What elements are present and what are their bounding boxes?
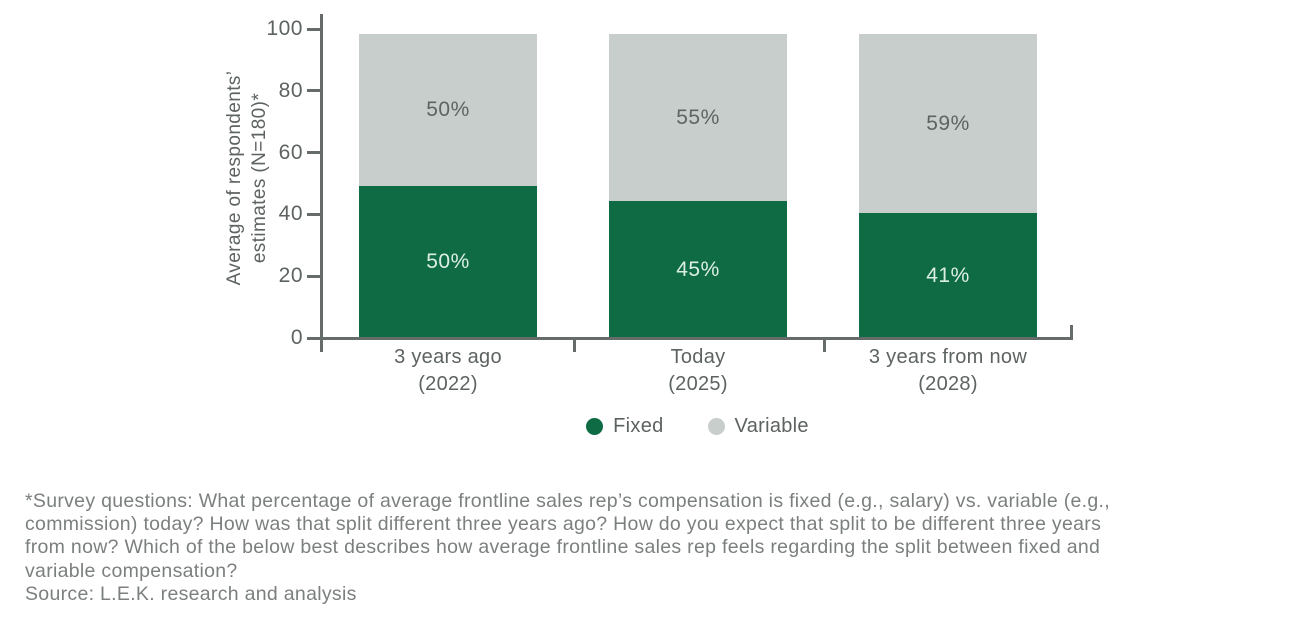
y-tick-mark [307, 151, 321, 155]
x-category-label-line2: (2028) [918, 373, 978, 395]
y-tick-label: 0 [290, 326, 303, 349]
bar-2: 55% 45% [609, 34, 787, 338]
x-category-label: 3 years from now (2028) [823, 344, 1073, 398]
bar-segment-variable: 59% [859, 34, 1037, 214]
variable-legend-label: Variable [734, 414, 809, 437]
x-category-label-line2: (2025) [668, 373, 728, 395]
x-category-label-line2: (2022) [418, 373, 478, 395]
fixed-legend-swatch [586, 417, 604, 435]
bar-segment-variable: 50% [359, 34, 537, 186]
x-category-label: 3 years ago (2022) [323, 344, 573, 398]
x-axis-end-tick [1070, 325, 1073, 339]
y-tick-label: 80 [278, 78, 303, 102]
fixed-legend-label: Fixed [613, 414, 664, 437]
y-tick-mark [307, 89, 321, 93]
y-tick-label: 40 [278, 202, 303, 226]
variable-legend-swatch [707, 417, 725, 435]
x-axis-tick [573, 337, 576, 352]
legend: Fixed Variable [322, 412, 1073, 440]
bar-value-label: 55% [676, 105, 720, 129]
footnote-text: *Survey questions: What percentage of av… [25, 490, 1275, 583]
x-axis-line [322, 337, 1073, 340]
y-tick-mark [307, 274, 321, 278]
x-category-label-line1: 3 years from now [868, 346, 1028, 368]
footnote-line: commission) today? How was that split di… [25, 513, 1102, 536]
legend-item-fixed: Fixed [586, 415, 663, 438]
bar-1: 50% 50% [359, 34, 537, 338]
bar-segment-variable: 55% [609, 34, 787, 202]
bar-segment-fixed: 41% [859, 213, 1037, 338]
bar-value-label: 50% [426, 250, 470, 273]
bar-value-label: 41% [926, 263, 970, 287]
source-line: Source: L.E.K. research and analysis [25, 582, 357, 605]
y-tick-mark [307, 27, 321, 31]
y-axis-line [320, 14, 323, 352]
y-axis-title-line2: estimates (N=180)* [249, 92, 270, 264]
bar-segment-fixed: 45% [609, 201, 787, 338]
bar-3: 59% 41% [859, 34, 1037, 338]
x-axis-tick [823, 337, 826, 352]
footnote: *Survey questions: What percentage of av… [25, 490, 1275, 606]
y-tick-label: 60 [278, 140, 303, 164]
footnote-line: *Survey questions: What percentage of av… [25, 490, 1110, 512]
x-category-label: Today (2025) [573, 344, 823, 398]
y-tick-mark [307, 212, 321, 216]
bar-value-label: 50% [426, 98, 470, 121]
y-tick-label: 20 [278, 264, 303, 288]
x-category-label-line1: 3 years ago [394, 346, 502, 368]
legend-item-variable: Variable [707, 414, 809, 438]
y-tick-mark [307, 336, 321, 340]
bar-segment-fixed: 50% [359, 186, 537, 338]
bar-value-label: 59% [926, 111, 970, 135]
footnote-line: from now? Which of the below best descri… [25, 536, 1101, 559]
x-category-label-line1: Today [670, 346, 726, 368]
y-tick-label: 100 [266, 17, 303, 40]
footnote-line: variable compensation? [25, 559, 238, 582]
bar-value-label: 45% [676, 257, 720, 281]
